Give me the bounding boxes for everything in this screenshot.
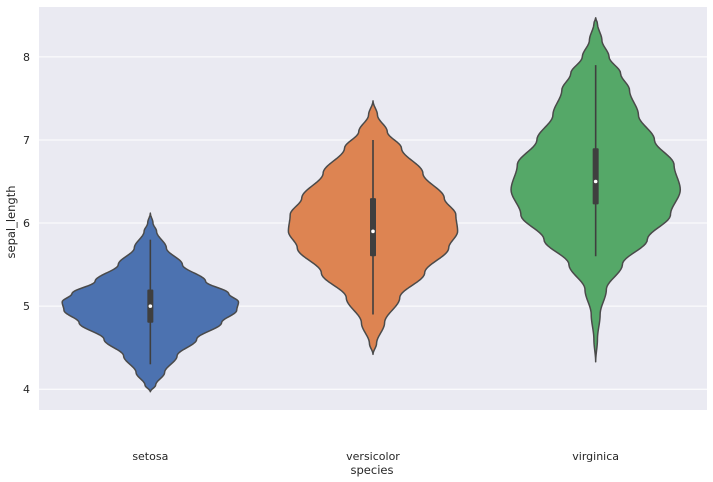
x-tick-labels: setosa versicolor virginica bbox=[132, 450, 619, 463]
y-axis-label: sepal_length bbox=[4, 185, 18, 258]
violin-versicolor bbox=[287, 100, 459, 356]
x-axis-label: species bbox=[351, 463, 394, 477]
violin-setosa bbox=[61, 212, 240, 393]
y-tick-label: 8 bbox=[23, 51, 30, 64]
y-tick-label: 5 bbox=[23, 300, 30, 313]
y-tick-label: 6 bbox=[23, 217, 30, 230]
x-tick-label-versicolor: versicolor bbox=[346, 450, 400, 463]
x-tick-label-virginica: virginica bbox=[572, 450, 619, 463]
x-tick-label-setosa: setosa bbox=[132, 450, 168, 463]
iqr-box bbox=[370, 198, 376, 257]
violins bbox=[61, 17, 682, 393]
y-tick-label: 7 bbox=[23, 134, 30, 147]
median-point bbox=[148, 304, 153, 308]
iqr-box bbox=[592, 148, 599, 205]
median-point bbox=[593, 179, 598, 184]
y-tick-labels: 4 5 6 7 8 bbox=[23, 51, 30, 396]
y-tick-label: 4 bbox=[23, 383, 30, 396]
median-point bbox=[371, 229, 375, 234]
violin-virginica bbox=[510, 17, 682, 363]
